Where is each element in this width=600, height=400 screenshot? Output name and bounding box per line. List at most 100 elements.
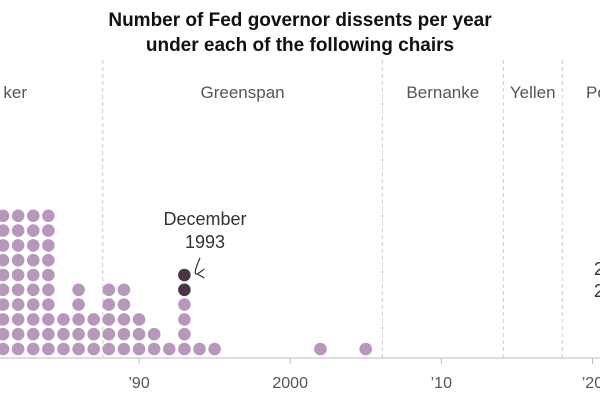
dissent-dot [193, 342, 206, 356]
dissent-dot [87, 327, 101, 341]
dissent-dot [102, 283, 116, 297]
dissent-dot [132, 313, 146, 326]
dissent-dot [72, 327, 85, 341]
dissent-dot [0, 327, 10, 341]
dissent-dot [0, 298, 10, 311]
dissent-dot [42, 313, 55, 326]
dissent-dot [42, 224, 55, 237]
dissent-dot [11, 239, 25, 252]
dissent-dot [42, 298, 55, 311]
dissent-dot [102, 298, 116, 311]
dissent-dot [57, 313, 70, 326]
dissent-dot [178, 327, 191, 341]
dissent-dot [57, 327, 70, 341]
dissent-dot [42, 253, 55, 267]
dissent-dot [178, 342, 191, 356]
dissent-dot [314, 342, 327, 356]
dissent-dot [26, 268, 40, 282]
dissent-dot [11, 283, 25, 297]
chair-boundaries [102, 60, 563, 358]
dissent-dot [26, 209, 40, 223]
x-tick-label: ’10 [431, 375, 452, 392]
annotation-arrowhead [197, 268, 205, 279]
dissent-dot [0, 342, 10, 356]
dissent-dot [117, 313, 131, 326]
dissent-dot [72, 342, 85, 356]
annotation-arrow [194, 257, 201, 275]
dissent-dot [26, 283, 40, 297]
dissent-dot [0, 209, 10, 223]
dissent-dot [11, 342, 25, 356]
dissent-dot [42, 283, 55, 297]
chart-subtitle: under each of the following chairs [145, 35, 455, 56]
dissent-dot [11, 313, 25, 326]
dissent-dot [87, 342, 101, 356]
dissent-dot [42, 239, 55, 252]
chair-label-greenspan: Greenspan [201, 83, 285, 102]
dissent-dot [132, 327, 146, 341]
dissent-dot [0, 253, 10, 267]
chair-label-yellen: Yellen [510, 83, 556, 102]
dissent-dot [0, 239, 10, 252]
dissent-dot [0, 268, 10, 282]
dissent-dot [72, 298, 85, 311]
annotation: December 1993 22 [163, 209, 600, 301]
chart-title: Number of Fed governor dissents per year [108, 10, 492, 31]
chair-label-powell: Po [586, 83, 600, 102]
dissent-dot [26, 313, 40, 326]
chair-label-volcker: ker [3, 83, 27, 102]
dissent-dot [162, 342, 176, 356]
dissent-dot [102, 327, 116, 341]
x-tick-label: 2000 [272, 375, 308, 392]
x-tick-label: ’90 [128, 375, 149, 392]
chair-label-bernanke: Bernanke [406, 83, 479, 102]
dissent-dot [0, 283, 10, 297]
dissent-dot [117, 342, 131, 356]
dissent-dot [42, 268, 55, 282]
highlight-dot [178, 268, 191, 282]
dissent-dot [72, 313, 85, 326]
x-axis: ’90 2000 ’10 ’20 [0, 357, 600, 392]
dissent-dot [87, 313, 101, 326]
edge-label: 2 [594, 281, 600, 301]
chart-title-block: Number of Fed governor dissents per year… [0, 8, 600, 58]
dissent-dot [11, 209, 25, 223]
dissent-dot [42, 209, 55, 223]
dissent-dot [11, 298, 25, 311]
dissent-dot [26, 327, 40, 341]
dissent-dot [42, 327, 55, 341]
dissent-dots [0, 209, 373, 356]
dissent-dot [0, 224, 10, 237]
dissent-dot [42, 342, 55, 356]
dissent-dot [26, 239, 40, 252]
dissent-dot [147, 342, 161, 356]
dissent-dot [0, 313, 10, 326]
dissent-dot [147, 327, 161, 341]
dissent-dot [359, 342, 373, 356]
dissent-dot [178, 298, 191, 311]
dissent-dot [11, 224, 25, 237]
dissent-dot [26, 298, 40, 311]
dissent-dot [11, 327, 25, 341]
dissent-dot [117, 327, 131, 341]
highlight-dot [178, 283, 191, 297]
dissent-dot [26, 253, 40, 267]
dissent-dot [26, 342, 40, 356]
dissent-dot [132, 342, 146, 356]
edge-label: 2 [594, 259, 600, 279]
dissent-dot [208, 342, 221, 356]
dissent-dot [102, 313, 116, 326]
annotation-line2: 1993 [185, 232, 225, 252]
dissent-dot [57, 342, 70, 356]
dissent-dot [11, 253, 25, 267]
x-tick-label: ’20 [582, 375, 600, 392]
dissent-dot [117, 283, 131, 297]
dissent-dot [11, 268, 25, 282]
chair-labels: ker Greenspan Bernanke Yellen Po [3, 83, 600, 102]
dissent-dot [72, 283, 85, 297]
dissent-dot [178, 313, 191, 326]
dissent-dot [102, 342, 116, 356]
dissent-dot [117, 298, 131, 311]
annotation-line1: December [163, 209, 246, 229]
